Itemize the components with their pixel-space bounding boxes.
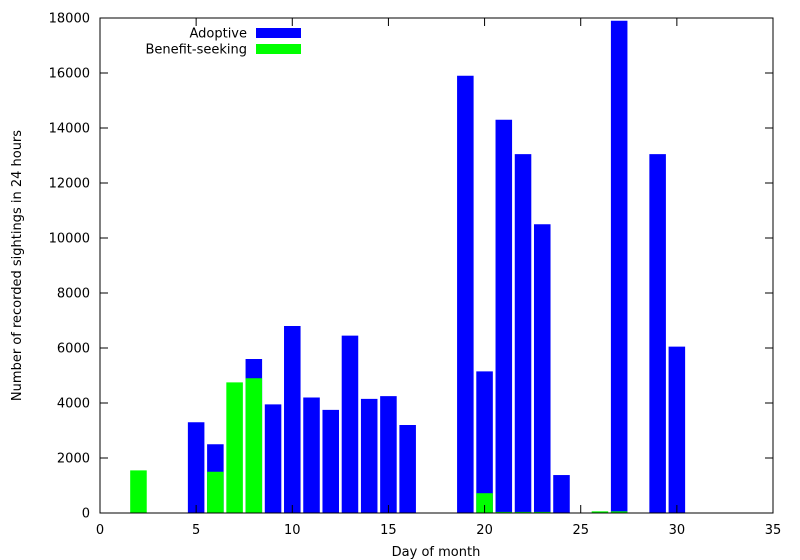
x-tick-label: 10 (284, 523, 301, 538)
bar-adoptive-day-15 (380, 396, 397, 514)
bar-benefit-seeking-day-21 (495, 511, 513, 513)
bar-benefit-seeking-day-23 (533, 511, 551, 513)
x-tick-label: 15 (380, 523, 397, 538)
bar-adoptive-day-22 (514, 154, 532, 514)
bar-adoptive-day-12 (322, 409, 340, 514)
bar-adoptive-day-20 (476, 371, 493, 514)
bar-adoptive-day-9 (264, 404, 282, 514)
bar-adoptive-day-29 (649, 154, 666, 514)
axis-tick-labels: 0 5 10 15 20 25 30 35 0 2000 4000 6000 8000 10000 1200… (49, 12, 782, 539)
bar-adoptive-day-27 (610, 20, 628, 513)
legend-swatch-adoptive (256, 28, 301, 38)
x-tick-label: 35 (765, 523, 782, 538)
x-axis-title: Day of month (392, 545, 481, 560)
legend-label-adoptive: Adoptive (189, 27, 247, 42)
bar-benefit-seeking-day-2 (130, 470, 147, 514)
legend-swatch-benefit-seeking (256, 44, 301, 54)
bar-benefit-seeking-day-6 (207, 471, 224, 513)
bar-adoptive-day-23 (533, 224, 551, 513)
bar-benefit-seeking-day-22 (514, 511, 532, 513)
axis-ticks (99, 17, 774, 514)
bar-benefit-seeking-day-27 (610, 511, 628, 513)
bar-adoptive-day-21 (495, 119, 513, 513)
x-tick-label: 5 (192, 523, 200, 538)
y-tick-label: 18000 (49, 12, 90, 27)
x-tick-label: 0 (96, 523, 104, 538)
bar-adoptive-day-5 (187, 422, 205, 513)
bars-group (130, 20, 686, 514)
bar-benefit-seeking-day-7 (226, 382, 243, 514)
bar-adoptive-day-13 (341, 335, 359, 514)
legend-label-benefit-seeking: Benefit-seeking (145, 43, 247, 58)
bar-adoptive-day-30 (668, 346, 686, 514)
bar-benefit-seeking-day-26 (591, 511, 609, 513)
x-tick-label: 25 (572, 523, 589, 538)
bar-adoptive-day-19 (457, 75, 474, 513)
bar-adoptive-day-14 (360, 398, 378, 514)
bar-benefit-seeking-day-20 (476, 493, 493, 513)
x-tick-label: 20 (476, 523, 493, 538)
bar-adoptive-day-16 (399, 425, 416, 513)
y-tick-label: 12000 (49, 177, 90, 192)
y-tick-label: 4000 (57, 397, 90, 412)
y-tick-label: 16000 (49, 67, 90, 82)
y-tick-label: 8000 (57, 287, 90, 302)
y-tick-label: 6000 (57, 342, 90, 357)
y-tick-label: 14000 (49, 122, 90, 137)
bar-adoptive-day-24 (553, 475, 570, 513)
y-tick-label: 0 (82, 507, 90, 522)
y-tick-label: 2000 (57, 452, 90, 467)
plot-frame (99, 17, 774, 514)
bar-adoptive-day-11 (303, 397, 320, 513)
bar-benefit-seeking-day-8 (245, 378, 263, 513)
y-tick-label: 10000 (49, 232, 90, 247)
y-axis-title: Number of recorded sightings in 24 hours (10, 130, 25, 401)
x-tick-label: 30 (669, 523, 686, 538)
bar-adoptive-day-10 (284, 326, 301, 513)
